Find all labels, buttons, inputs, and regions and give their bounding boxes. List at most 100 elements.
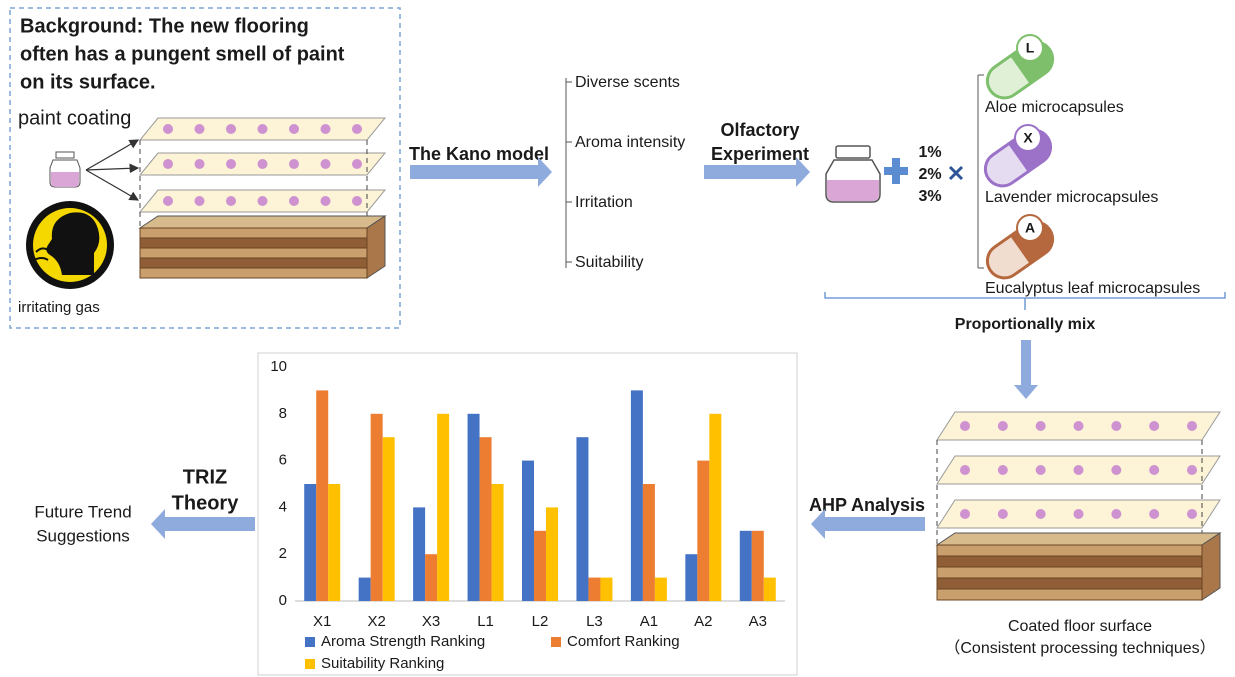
scent-dot	[226, 196, 236, 206]
bar	[425, 554, 437, 601]
background-text: often has a pungent smell of paint	[20, 43, 345, 65]
x-tick-label: L2	[532, 613, 549, 630]
legend-label: Aroma Strength Ranking	[321, 633, 485, 650]
future-label: Future Trend	[34, 502, 131, 521]
kano-item: Suitability	[575, 254, 643, 271]
scent-dot	[258, 159, 268, 169]
scent-dot	[289, 124, 299, 134]
x-tick-label: A1	[640, 613, 658, 630]
bar	[764, 578, 776, 601]
legend-label: Comfort Ranking	[567, 633, 680, 650]
scent-dot	[998, 465, 1008, 475]
bar	[752, 531, 764, 601]
capsule-letter: L	[1026, 40, 1035, 56]
bar	[534, 531, 546, 601]
scent-dot	[1036, 465, 1046, 475]
legend-label: Suitability Ranking	[321, 655, 444, 672]
gas-label: irritating gas	[18, 299, 100, 316]
floor-board	[140, 248, 367, 258]
kano-item: Aroma intensity	[575, 134, 685, 151]
x-tick-label: X3	[422, 613, 440, 630]
scent-dot	[1036, 421, 1046, 431]
scent-dot	[1149, 465, 1159, 475]
scent-dot	[1111, 465, 1121, 475]
scent-dot	[163, 196, 173, 206]
bar	[697, 461, 709, 601]
scent-dot	[960, 465, 970, 475]
scent-dot	[352, 124, 362, 134]
scent-dot	[1036, 509, 1046, 519]
capsule-letter: X	[1023, 130, 1033, 146]
capsule-letter: A	[1025, 220, 1035, 236]
kano-bracket	[566, 78, 572, 268]
gas-icon	[26, 201, 114, 289]
y-tick-label: 0	[279, 592, 287, 609]
scent-dot	[1111, 509, 1121, 519]
paint-jar	[50, 152, 80, 187]
bar	[371, 414, 383, 601]
scent-dot	[998, 509, 1008, 519]
percentage: 3%	[918, 188, 941, 205]
x-tick-label: X2	[367, 613, 385, 630]
plus	[884, 158, 908, 184]
scent-dot	[1149, 421, 1159, 431]
floor-board	[937, 578, 1202, 589]
bar	[588, 578, 600, 601]
capsule-label: Aloe microcapsules	[985, 99, 1124, 116]
y-tick-label: 8	[279, 405, 287, 422]
scent-dot	[163, 124, 173, 134]
bar	[437, 414, 449, 601]
bar	[631, 390, 643, 601]
kano-title: The Kano model	[409, 144, 549, 164]
floor-board	[140, 268, 367, 278]
scent-dot	[195, 124, 205, 134]
scent-dot	[1074, 509, 1084, 519]
bar	[546, 507, 558, 601]
scent-dot	[352, 196, 362, 206]
kano-item: Diverse scents	[575, 74, 680, 91]
jar-arrows	[86, 140, 138, 200]
floor-board	[140, 228, 367, 238]
bar	[740, 531, 752, 601]
arrow	[1014, 340, 1038, 399]
bar	[685, 554, 697, 601]
page: {"background": {"lines": ["Background: T…	[0, 0, 1235, 677]
scent-dot	[1187, 509, 1197, 519]
bar	[328, 484, 340, 601]
future-label: Suggestions	[36, 526, 130, 545]
bar	[643, 484, 655, 601]
scent-dot	[1187, 465, 1197, 475]
background-text: on its surface.	[20, 71, 156, 93]
bar	[316, 390, 328, 601]
bar	[576, 437, 588, 601]
y-tick-label: 4	[279, 498, 287, 515]
floor-board	[937, 545, 1202, 556]
scent-dot	[1111, 421, 1121, 431]
legend-swatch	[305, 637, 315, 647]
scent-dot	[163, 159, 173, 169]
diagram: Background: The new flooring often has a…	[0, 0, 1235, 677]
scent-dot	[195, 159, 205, 169]
legend-swatch	[305, 659, 315, 669]
scent-dot	[1074, 421, 1084, 431]
scent-dot	[1187, 421, 1197, 431]
olfactory-text: Experiment	[711, 144, 809, 164]
scent-dot	[321, 124, 331, 134]
floor-board	[140, 238, 367, 248]
bar	[709, 414, 721, 601]
y-tick-label: 2	[279, 545, 287, 562]
times	[950, 167, 962, 179]
floor-board	[937, 589, 1202, 600]
x-tick-label: L1	[477, 613, 494, 630]
scent-dot	[1074, 465, 1084, 475]
scent-dot	[960, 509, 970, 519]
olfactory-text: Olfactory	[720, 120, 799, 140]
mix-label: Proportionally mix	[955, 316, 1096, 333]
bar	[413, 507, 425, 601]
scent-dot	[1149, 509, 1159, 519]
x-tick-label: L3	[586, 613, 603, 630]
floor-top	[937, 533, 1220, 545]
ahp-label: AHP Analysis	[809, 495, 925, 515]
scent-dot	[258, 196, 268, 206]
floor-board	[937, 556, 1202, 567]
